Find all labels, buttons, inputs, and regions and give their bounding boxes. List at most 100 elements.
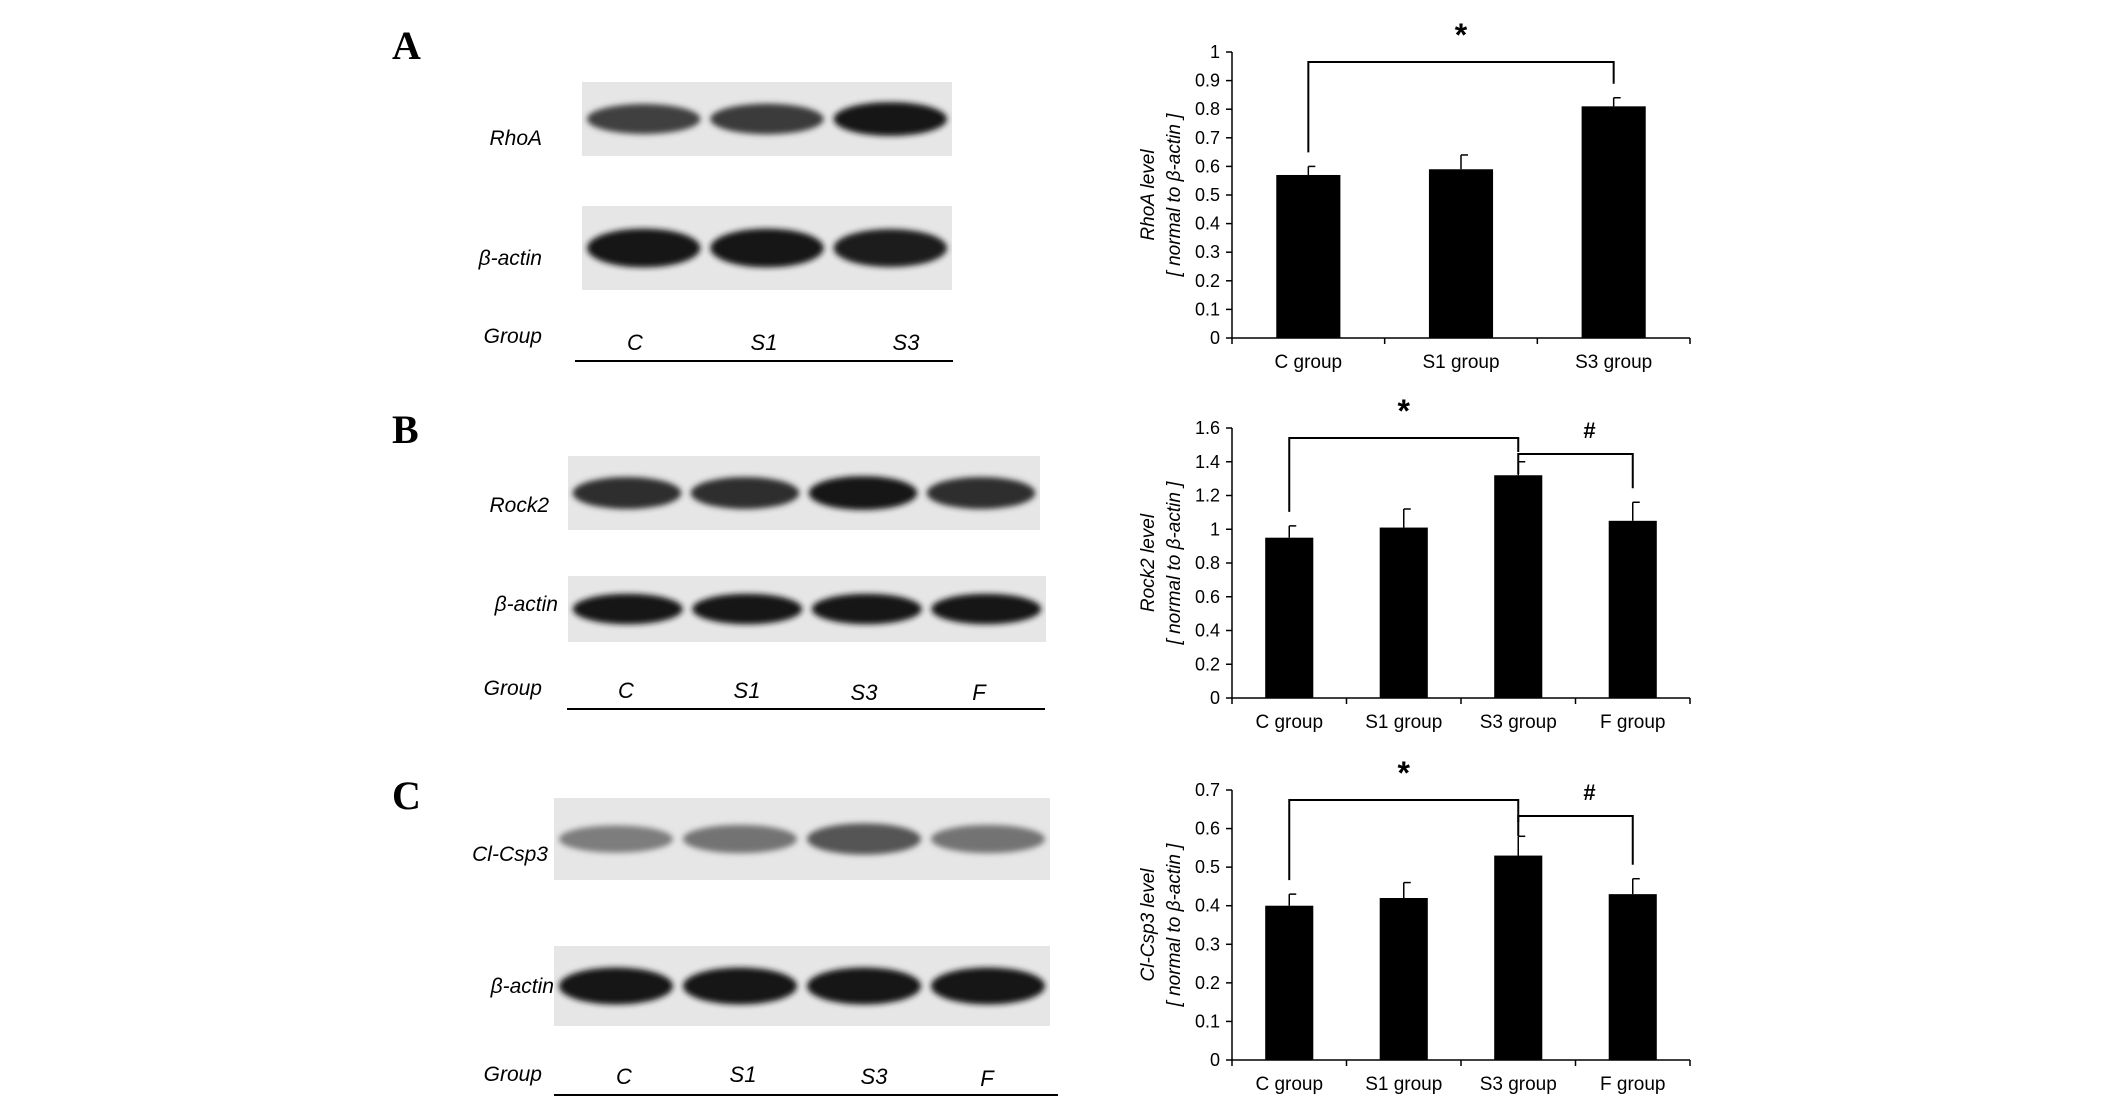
significance-bracket — [1288, 799, 1520, 881]
bar — [1428, 169, 1494, 338]
blot-b-lane-label: S1 — [733, 678, 761, 703]
y-tick-label: 0.8 — [1195, 99, 1220, 119]
y-tick-label: 0.7 — [1195, 128, 1220, 148]
y-tick-label: 1.2 — [1195, 486, 1220, 506]
blot-a-lane-label: S1 — [750, 330, 778, 355]
x-tick-label: S3 group — [1480, 712, 1557, 733]
blot-c-row-label-beta-actin: β-actin — [490, 975, 554, 998]
bar — [1608, 894, 1657, 1060]
significance-symbol: # — [1583, 418, 1595, 443]
y-tick-label: 0.4 — [1195, 621, 1220, 641]
bar — [1265, 905, 1314, 1060]
blot-b-lane-label: C — [618, 678, 634, 703]
blot-c-lane-label: F — [980, 1066, 994, 1091]
y-tick-label: 0.6 — [1195, 156, 1220, 176]
blot-band — [692, 593, 803, 625]
y-tick-label: 0.7 — [1195, 780, 1220, 800]
y-tick-label: 0.2 — [1195, 271, 1220, 291]
blot-band — [833, 228, 948, 268]
significance-bracket — [1307, 61, 1615, 153]
blot-band — [682, 824, 798, 854]
y-tick-label: 0.2 — [1195, 973, 1220, 993]
significance-symbol: * — [1398, 393, 1411, 429]
bar — [1494, 855, 1543, 1060]
panel-letter-a: A — [392, 23, 421, 68]
y-tick-label: 0 — [1210, 328, 1220, 348]
y-tick-label: 0.4 — [1195, 214, 1220, 234]
y-tick-label: 0 — [1210, 1050, 1220, 1070]
blot-c-row-label-cl-csp3: Cl-Csp3 — [472, 843, 548, 866]
blot-c-strip-beta-actin — [554, 946, 1050, 1026]
blot-c-lane-label: S3 — [860, 1064, 888, 1089]
blot-a-lane-label: S3 — [892, 330, 920, 355]
blot-band — [690, 476, 800, 510]
x-tick-label: C group — [1255, 1074, 1323, 1095]
blot-band — [926, 476, 1036, 510]
blot-b-strip-beta-actin — [568, 576, 1046, 642]
bar — [1265, 537, 1314, 698]
y-axis-label: RhoA level[ normal to β-actin ] — [1138, 113, 1185, 278]
blot-band — [806, 967, 922, 1005]
x-tick-label: C group — [1255, 712, 1323, 733]
bar — [1608, 520, 1657, 698]
y-tick-label: 0 — [1210, 688, 1220, 708]
blot-b-lane-label: F — [972, 680, 986, 705]
panel-letter-c: C — [392, 773, 421, 818]
blot-band — [833, 102, 948, 136]
blot-b-group-label: Group — [483, 677, 542, 700]
blot-b-group-line — [567, 708, 1045, 710]
y-tick-label: 1 — [1210, 42, 1220, 62]
blot-c-lane-label: C — [616, 1064, 632, 1089]
y-tick-label: 1 — [1210, 519, 1220, 539]
blot-a-strip-beta-actin — [582, 206, 952, 290]
significance-symbol: * — [1455, 17, 1468, 53]
blot-band — [710, 228, 824, 268]
y-tick-label: 0.3 — [1195, 934, 1220, 954]
blot-band — [572, 476, 682, 510]
x-tick-label: F group — [1600, 1074, 1665, 1095]
bar — [1379, 527, 1428, 698]
y-tick-label: 0.1 — [1195, 1011, 1220, 1031]
blot-band — [586, 103, 701, 135]
blot-band — [930, 967, 1046, 1005]
blot-b-row-label-beta-actin: β-actin — [494, 593, 558, 616]
significance-bracket — [1517, 453, 1634, 489]
bar — [1494, 475, 1543, 698]
blot-band — [558, 825, 674, 853]
x-tick-label: S3 group — [1480, 1074, 1557, 1095]
blot-c-strip-cl-csp3 — [554, 798, 1050, 880]
significance-symbol: # — [1583, 780, 1595, 805]
blot-a-strip-rhoa — [582, 82, 952, 156]
significance-symbol: * — [1398, 755, 1411, 791]
blot-band — [572, 593, 683, 625]
blot-band — [811, 593, 922, 625]
significance-bracket — [1517, 815, 1634, 865]
y-tick-label: 0.1 — [1195, 299, 1220, 319]
x-tick-label: S1 group — [1365, 712, 1442, 733]
blot-c-lane-label: S1 — [729, 1062, 757, 1087]
x-tick-label: S3 group — [1575, 352, 1652, 373]
y-tick-label: 0.9 — [1195, 71, 1220, 91]
y-tick-label: 1.6 — [1195, 418, 1220, 438]
y-tick-label: 0.2 — [1195, 654, 1220, 674]
y-tick-label: 0.4 — [1195, 896, 1220, 916]
blot-a-lane-label: C — [627, 330, 643, 355]
y-tick-label: 0.3 — [1195, 242, 1220, 262]
blot-band — [806, 823, 922, 855]
x-tick-label: C group — [1275, 352, 1343, 373]
bar — [1276, 174, 1341, 338]
y-tick-label: 1.4 — [1195, 452, 1220, 472]
blot-a-row-label-rhoa: RhoA — [489, 127, 542, 150]
blot-a-group-label: Group — [483, 325, 542, 348]
blot-band — [558, 967, 674, 1005]
y-tick-label: 0.6 — [1195, 587, 1220, 607]
y-axis-label: Rock2 level[ normal to β-actin ] — [1138, 481, 1185, 646]
blot-b-strip-rock2 — [568, 456, 1040, 530]
significance-bracket — [1288, 437, 1520, 512]
blot-band — [710, 103, 824, 135]
y-tick-label: 0.6 — [1195, 819, 1220, 839]
y-tick-label: 0.8 — [1195, 553, 1220, 573]
